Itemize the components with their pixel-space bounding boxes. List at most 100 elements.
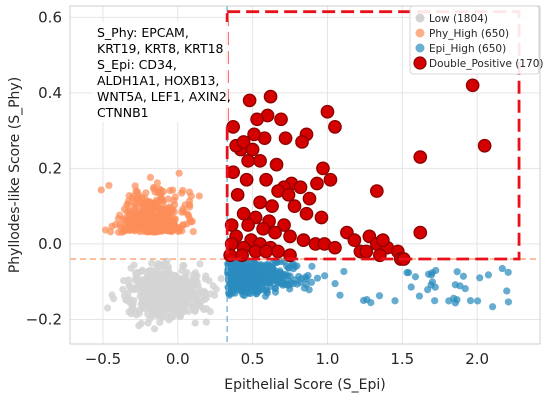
plot-border [69, 5, 541, 345]
double-positive-point [302, 191, 317, 206]
low-point [167, 313, 176, 321]
double-positive-point [236, 206, 251, 221]
double-positive-point [293, 180, 308, 195]
low-point [161, 302, 169, 310]
low-point [125, 276, 133, 284]
epi-high-point [331, 279, 339, 288]
epi-high-point [282, 271, 290, 279]
double-positive-point [314, 210, 329, 225]
epi-high-point [307, 278, 316, 286]
double-positive-point [413, 150, 428, 164]
double-positive-point [263, 89, 278, 104]
low-point [119, 285, 127, 293]
gene-annotation: S_Phy: EPCAM, KRT19, KRT8, KRT18 S_Epi: … [92, 22, 231, 122]
x-axis-label: Epithelial Score (S_Epi) [224, 377, 385, 393]
phy-high-point [142, 226, 150, 234]
phy-high-point [138, 200, 146, 208]
epi-high-point [359, 296, 368, 305]
double-positive-point [277, 218, 291, 232]
legend-marker-phy-high [415, 28, 425, 38]
epi-high-point [245, 289, 253, 297]
epi-high-point [504, 268, 512, 276]
x-tick-label: 0.5 [241, 350, 265, 368]
annotation-background [92, 22, 228, 122]
low-point [155, 272, 163, 281]
double-positive-point [310, 176, 324, 191]
low-point [173, 293, 182, 301]
epi-high-point [286, 285, 294, 293]
epi-high-point [308, 262, 316, 270]
epi-high-point [474, 297, 482, 305]
double-positive-point [369, 184, 384, 198]
double-positive-point [271, 244, 285, 259]
phy-high-point [184, 210, 192, 218]
double-positive-point [274, 112, 288, 127]
epi-high-point [276, 267, 284, 275]
phy-high-point [131, 182, 139, 190]
legend-label-double-positive: Double_Positive (170) [429, 58, 544, 70]
phy-high-point [162, 204, 170, 213]
axes: −0.5 0.0 0.5 1.0 1.5 2.0 −0.2 0.0 0.2 0.4 0.6 [26, 5, 541, 368]
low-point [146, 315, 154, 323]
x-tick-label: 2.0 [465, 350, 489, 368]
phy-high-point [132, 203, 140, 211]
epi-high-point [484, 271, 493, 279]
annotation-line-3: S_Epi: CD34, [97, 57, 177, 72]
epi-high-point [336, 291, 344, 299]
double-positive-point [278, 131, 293, 146]
phy-high-point [138, 193, 146, 202]
phy-high-point [189, 227, 197, 236]
double-positive-point [253, 153, 267, 168]
low-point [156, 318, 164, 326]
epi-high-point [407, 283, 415, 291]
threshold-overlay [70, 6, 540, 344]
double-positive-point [265, 199, 279, 214]
phy-high-point [126, 217, 134, 226]
y-axis-label: Phyllodes-like Score (S_Phy) [7, 77, 23, 273]
phy-high-point [105, 181, 113, 190]
low-point [153, 311, 161, 319]
low-point [170, 305, 179, 313]
double-positive-point [256, 221, 270, 236]
y-tick-label: 0.6 [38, 8, 62, 26]
epi-high-point [254, 287, 263, 295]
double-positive-point [359, 244, 374, 259]
epi-high-point [234, 280, 242, 288]
legend: Low (1804) Phy_High (650) Epi_High (650)… [409, 5, 544, 75]
phy-high-point [150, 185, 158, 193]
double-positive-point [239, 172, 254, 187]
low-point [179, 283, 187, 291]
low-point [166, 292, 175, 300]
low-point [150, 267, 158, 275]
double-positive-point [242, 93, 257, 108]
epi-high-point [403, 269, 411, 277]
annotation-line-6: CTNNB1 [97, 105, 149, 120]
double-positive-point [295, 135, 309, 149]
epi-high-point [503, 287, 511, 295]
annotation-line-4: ALDH1A1, HOXB13, [97, 73, 219, 88]
phy-high-point [155, 227, 163, 235]
low-point [193, 278, 201, 286]
epi-high-point [300, 284, 308, 292]
low-point [158, 292, 166, 300]
data-points [97, 169, 513, 333]
double-positive-point [236, 135, 251, 149]
double-positive-point [299, 206, 314, 221]
phy-high-point [118, 228, 126, 236]
epi-high-point [271, 288, 280, 296]
phy-high-point [101, 226, 110, 234]
epi-high-point [340, 267, 348, 276]
low-point [126, 283, 134, 291]
epi-high-point [289, 265, 297, 273]
epi-high-point [459, 272, 468, 280]
phy-high-point [195, 192, 203, 200]
double-positive-point [281, 187, 296, 202]
epi-high-point [241, 281, 249, 289]
epi-high-point [424, 286, 432, 294]
annotation-line-1: S_Phy: EPCAM, [97, 25, 189, 40]
phy-high-point [108, 222, 116, 230]
epi-high-point [450, 294, 458, 302]
phy-high-point [164, 195, 172, 203]
double-positive-point [253, 195, 267, 210]
epi-high-point [270, 274, 279, 282]
